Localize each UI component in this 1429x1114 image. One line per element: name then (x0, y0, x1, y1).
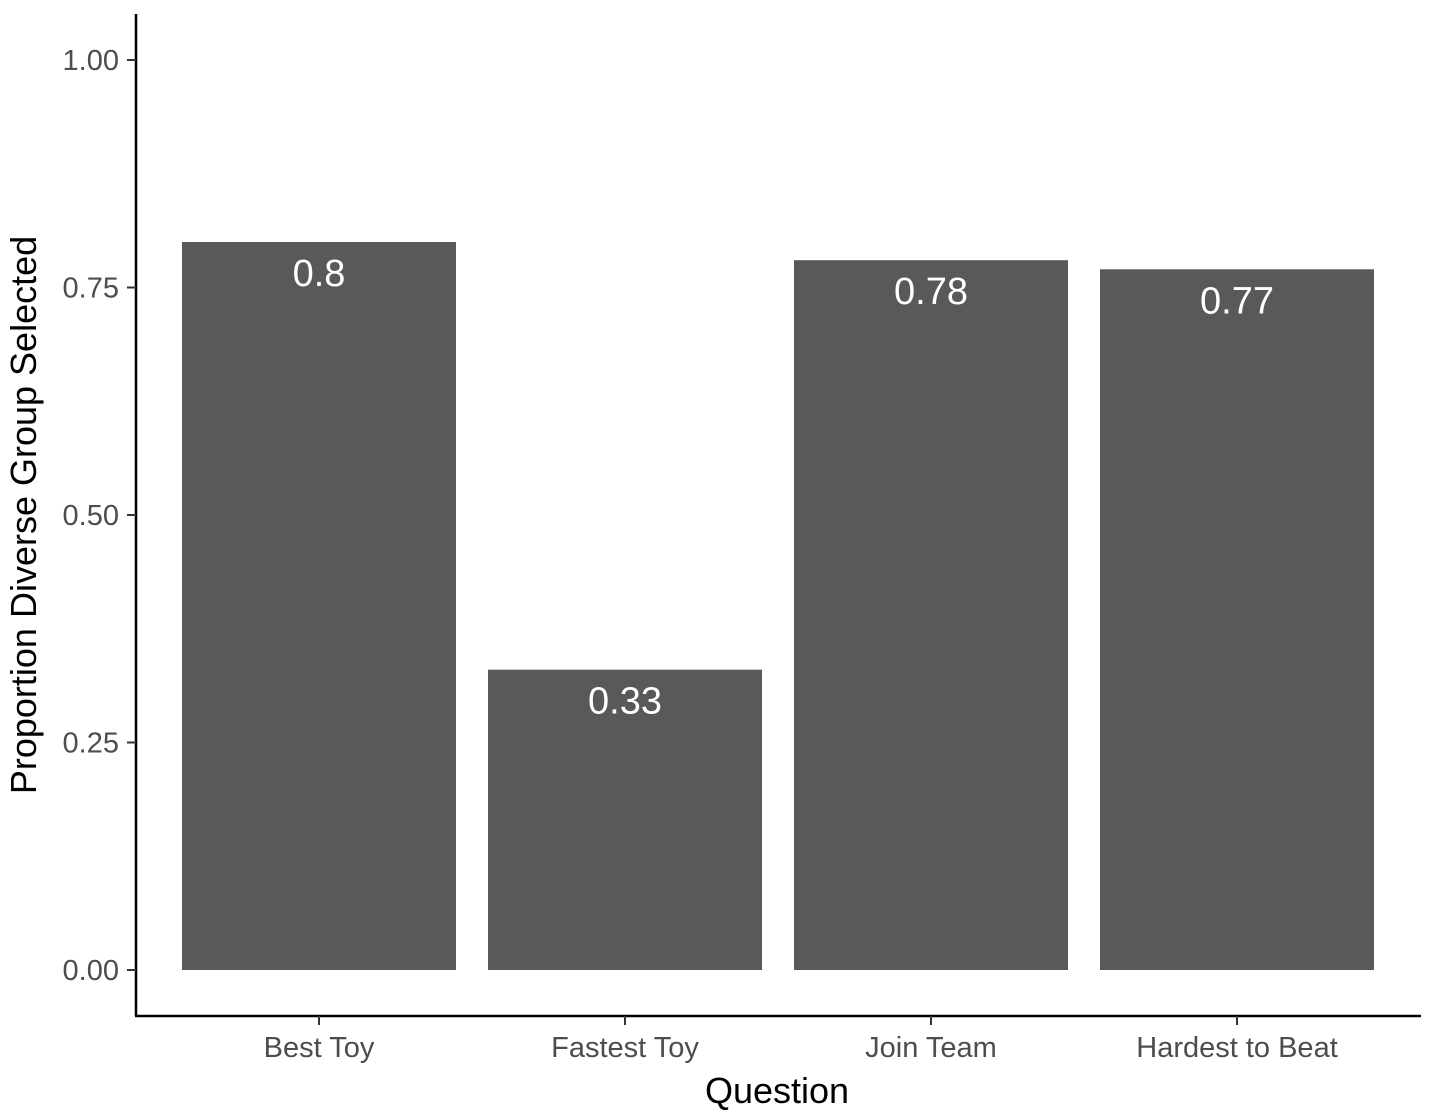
bar-join-team (794, 260, 1068, 970)
x-tick-label: Fastest Toy (551, 1032, 699, 1064)
y-tick-label: 0.00 (63, 955, 119, 987)
y-tick-label: 0.75 (63, 273, 119, 305)
y-tick-label: 1.00 (63, 45, 119, 77)
bar-fastest-toy (488, 669, 762, 970)
bar-value-label: 0.8 (293, 253, 346, 295)
bar-best-toy (182, 242, 456, 970)
x-tick-label: Join Team (865, 1032, 997, 1064)
bar-hardest-to-beat (1100, 269, 1374, 970)
x-tick-label: Best Toy (264, 1032, 375, 1064)
bar-value-label: 0.33 (588, 681, 662, 723)
x-tick-label: Hardest to Beat (1136, 1032, 1338, 1064)
y-tick-label: 0.25 (63, 728, 119, 760)
y-axis-title: Proportion Diverse Group Selected (3, 236, 44, 794)
bar-value-label: 0.77 (1200, 280, 1274, 322)
x-axis-title: Question (705, 1070, 849, 1111)
bar-labels-layer: 0.8 0.33 0.78 0.77 (293, 253, 1274, 723)
y-tick-label: 0.50 (63, 500, 119, 532)
x-ticks-layer: Best Toy Fastest Toy Join Team Hardest to B… (264, 1016, 1338, 1064)
y-ticks-layer: 0.00 0.25 0.50 0.75 1.00 (63, 45, 136, 987)
bars-layer (182, 242, 1374, 970)
bar-value-label: 0.78 (894, 271, 968, 313)
